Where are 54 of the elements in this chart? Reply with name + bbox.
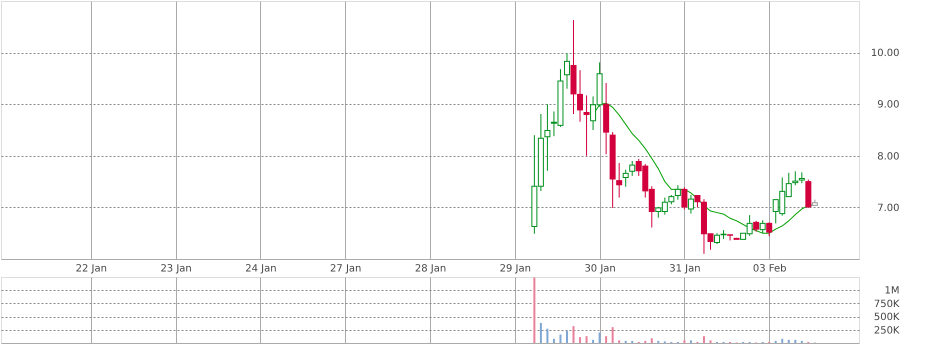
candlestick	[584, 94, 590, 156]
bar	[586, 336, 588, 343]
x-tick-label: 22 Jan	[76, 264, 107, 274]
candlestick	[674, 184, 681, 200]
y-tick-label: 10.00	[870, 48, 900, 60]
bar	[794, 340, 796, 343]
candlestick	[798, 172, 805, 184]
bar	[605, 336, 608, 343]
bar	[598, 332, 601, 343]
bar	[781, 338, 784, 343]
candlestick	[616, 162, 622, 198]
x-tick-label: 23 Jan	[160, 264, 192, 274]
bar	[690, 340, 692, 343]
y-tick-label: 750K	[874, 298, 900, 310]
bar	[566, 330, 568, 343]
x-tick-label: 27 Jan	[330, 264, 362, 274]
bar	[702, 336, 705, 343]
bar	[618, 340, 620, 343]
bar	[552, 338, 555, 343]
candlestick	[564, 52, 570, 90]
candlestick	[714, 232, 720, 245]
candlestick	[766, 222, 772, 237]
bar	[579, 337, 582, 343]
candlestick	[544, 104, 550, 172]
y-tick-label: 7.00	[877, 202, 900, 214]
x-tick-label: 28 Jan	[414, 264, 446, 274]
bar	[540, 322, 542, 343]
bar	[612, 327, 614, 343]
bar	[650, 338, 653, 343]
candlestick	[681, 186, 688, 210]
x-tick-label: 31 Jan	[669, 264, 701, 274]
y-tick-label: 500K	[874, 312, 900, 324]
y-tick-label: 9.00	[877, 100, 900, 111]
bar	[533, 278, 536, 343]
bar	[683, 340, 686, 343]
x-tick-label: 24 Jan	[245, 264, 277, 274]
y-tick-label: 8.00	[877, 151, 900, 162]
bar	[559, 334, 562, 343]
x-tick-label: 03 Feb	[752, 264, 787, 274]
bar	[788, 340, 790, 343]
bar	[592, 340, 594, 343]
x-tick-label: 30 Jan	[584, 264, 616, 274]
bar	[572, 326, 575, 343]
bar	[709, 340, 712, 343]
y-tick-label: 250K	[874, 325, 900, 336]
candlestick	[629, 160, 636, 176]
y-tick-label: 1M	[884, 286, 900, 297]
x-tick-label: 29 Jan	[500, 264, 531, 274]
candlestick	[688, 194, 694, 214]
candlestick	[753, 220, 760, 232]
candlestick	[792, 170, 798, 186]
candlestick	[622, 169, 629, 188]
candlestick	[760, 220, 766, 234]
bar	[546, 328, 548, 343]
